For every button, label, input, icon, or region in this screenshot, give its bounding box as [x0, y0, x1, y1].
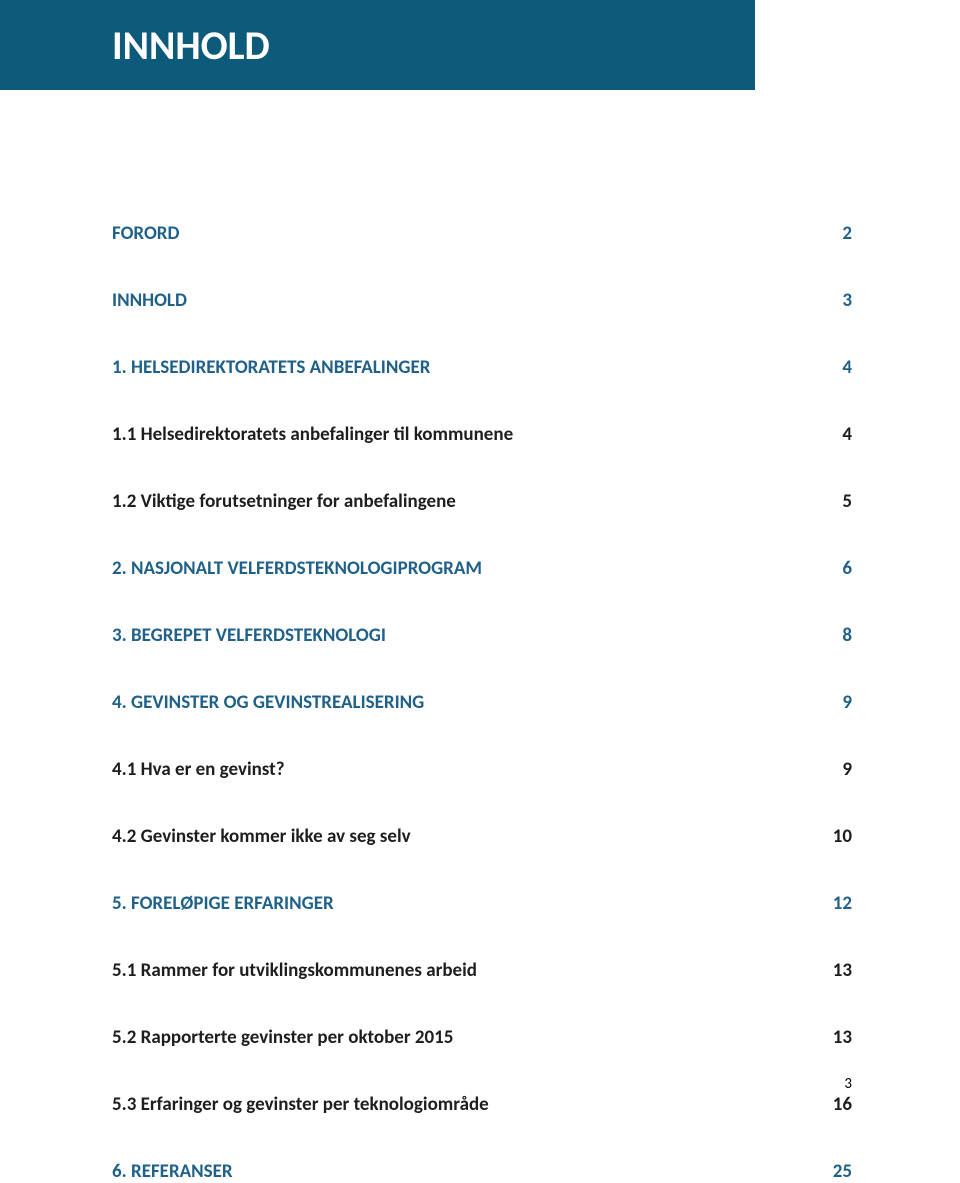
document-page: INNHOLD FORORD 2 INNHOLD 3 1. HELSEDIREKTORA… [0, 0, 960, 1145]
toc-page-number: 5 [812, 490, 852, 513]
toc-row[interactable]: 1. HELSEDIREKTORATETS ANBEFALINGER 4 [112, 356, 852, 379]
toc-label: 5. FORELØPIGE ERFARINGER [112, 892, 334, 915]
toc-page-number: 2 [812, 222, 852, 245]
toc-page-number: 3 [812, 289, 852, 312]
toc-label: 4.2 Gevinster kommer ikke av seg selv [112, 825, 411, 848]
toc-page-number: 16 [812, 1093, 852, 1116]
toc-row[interactable]: 4.2 Gevinster kommer ikke av seg selv 10 [112, 825, 852, 848]
toc-page-number: 25 [812, 1160, 852, 1183]
toc-row[interactable]: 2. NASJONALT VELFERDSTEKNOLOGIPROGRAM 6 [112, 557, 852, 580]
toc-page-number: 13 [812, 959, 852, 982]
toc-label: 4. GEVINSTER OG GEVINSTREALISERING [112, 691, 424, 714]
toc-label: 5.3 Erfaringer og gevinster per teknolog… [112, 1093, 489, 1116]
toc-label: 4.1 Hva er en gevinst? [112, 758, 285, 781]
toc-page-number: 8 [812, 624, 852, 647]
toc-row[interactable]: 4.1 Hva er en gevinst? 9 [112, 758, 852, 781]
toc-page-number: 6 [812, 557, 852, 580]
toc-label: 6. REFERANSER [112, 1160, 233, 1183]
toc-page-number: 13 [812, 1026, 852, 1049]
toc-row[interactable]: 1.2 Viktige forutsetninger for anbefalin… [112, 490, 852, 513]
toc-row[interactable]: 5.3 Erfaringer og gevinster per teknolog… [112, 1093, 852, 1116]
toc-page-number: 4 [812, 423, 852, 446]
toc-page-number: 4 [812, 356, 852, 379]
table-of-contents: FORORD 2 INNHOLD 3 1. HELSEDIREKTORATETS ANB… [112, 222, 852, 1183]
toc-row[interactable]: INNHOLD 3 [112, 289, 852, 312]
toc-label: 1.2 Viktige forutsetninger for anbefalin… [112, 490, 456, 513]
toc-page-number: 9 [812, 758, 852, 781]
toc-row[interactable]: 5. FORELØPIGE ERFARINGER 12 [112, 892, 852, 915]
toc-row[interactable]: 6. REFERANSER 25 [112, 1160, 852, 1183]
header-band: INNHOLD [0, 0, 755, 90]
toc-label: INNHOLD [112, 289, 187, 312]
page-number: 3 [844, 1075, 852, 1093]
toc-label: 5.1 Rammer for utviklingskommunenes arbe… [112, 959, 477, 982]
toc-row[interactable]: 3. BEGREPET VELFERDSTEKNOLOGI 8 [112, 624, 852, 647]
toc-label: 2. NASJONALT VELFERDSTEKNOLOGIPROGRAM [112, 557, 482, 580]
toc-row[interactable]: 5.1 Rammer for utviklingskommunenes arbe… [112, 959, 852, 982]
toc-row[interactable]: FORORD 2 [112, 222, 852, 245]
header-title: INNHOLD [112, 21, 270, 70]
toc-label: 3. BEGREPET VELFERDSTEKNOLOGI [112, 624, 386, 647]
toc-row[interactable]: 4. GEVINSTER OG GEVINSTREALISERING 9 [112, 691, 852, 714]
toc-label: 1.1 Helsedirektoratets anbefalinger til … [112, 423, 513, 446]
toc-page-number: 10 [812, 825, 852, 848]
toc-page-number: 9 [812, 691, 852, 714]
toc-label: 1. HELSEDIREKTORATETS ANBEFALINGER [112, 356, 430, 379]
toc-row[interactable]: 1.1 Helsedirektoratets anbefalinger til … [112, 423, 852, 446]
toc-label: 5.2 Rapporterte gevinster per oktober 20… [112, 1026, 453, 1049]
toc-row[interactable]: 5.2 Rapporterte gevinster per oktober 20… [112, 1026, 852, 1049]
toc-label: FORORD [112, 222, 179, 245]
toc-page-number: 12 [812, 892, 852, 915]
